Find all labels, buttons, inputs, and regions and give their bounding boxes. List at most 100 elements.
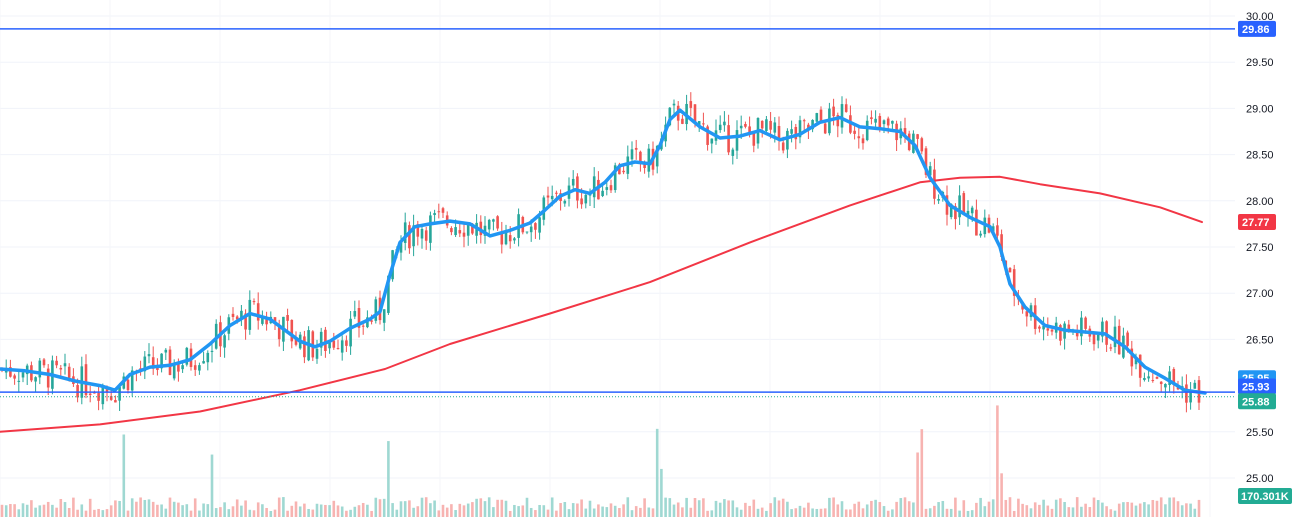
volume-bar [227, 509, 231, 517]
volume-bar [529, 507, 533, 517]
volume-badge: 170.301K [1238, 488, 1292, 504]
candle-body [571, 178, 575, 186]
candle-body [538, 217, 541, 233]
candle-body [739, 125, 743, 129]
candle-body [508, 235, 512, 242]
candle-body [303, 336, 306, 358]
volume-bar [408, 500, 411, 517]
candle-body [777, 126, 781, 141]
candle-body [1117, 325, 1121, 355]
candle-body [744, 123, 747, 127]
candle-body [286, 315, 289, 321]
volume-bar [874, 499, 877, 517]
volume-bar [1067, 507, 1071, 517]
candle-body [945, 195, 949, 215]
volume-bar [710, 510, 714, 517]
y-axis[interactable]: 30.00 29.50 29.00 28.50 28.00 27.50 27.00 26.50… [1238, 11, 1292, 504]
candle-body [504, 232, 508, 245]
volume-bar [0, 504, 4, 517]
volume-bar [403, 501, 407, 517]
volume-bar [592, 508, 596, 517]
candle-body [954, 206, 957, 220]
candle-body [399, 241, 403, 253]
volume-bar [1042, 499, 1045, 517]
candle-body [273, 317, 277, 324]
volume-bar [618, 508, 621, 517]
volume-bar [643, 498, 646, 517]
candle-body [412, 225, 415, 247]
volume-bar [487, 497, 491, 517]
volume-bar [114, 500, 117, 517]
volume-bar [51, 504, 54, 517]
volume-bar [416, 506, 420, 517]
volume-bar [1138, 503, 1142, 517]
candle-body [1101, 321, 1104, 337]
volume-bar [748, 505, 751, 517]
y-tick-label: 27.50 [1246, 242, 1274, 254]
volume-bar [970, 510, 974, 517]
volume-bar [168, 497, 172, 517]
volume-bar [895, 501, 898, 517]
candle-body [760, 120, 764, 129]
volume-bar [555, 510, 558, 517]
volume-bar [273, 509, 277, 517]
volume-bar [903, 497, 907, 517]
volume-bar [949, 508, 953, 517]
candle-body [815, 113, 819, 122]
candle-body [147, 354, 151, 357]
candle-body [433, 213, 436, 215]
price-line-badge: 29.86 [1238, 20, 1276, 37]
volume-bar [819, 508, 823, 517]
volume-bar [471, 502, 474, 517]
y-tick-label: 26.50 [1246, 334, 1274, 346]
candle-body [786, 130, 789, 150]
price-lines[interactable] [0, 28, 1235, 398]
svg-text:25.93: 25.93 [1242, 382, 1270, 394]
candle-body [185, 347, 189, 365]
candle-body [177, 361, 180, 372]
volume-bar [954, 497, 957, 517]
y-tick-label: 25.50 [1246, 427, 1274, 439]
candle-body [949, 203, 953, 218]
candle-body [420, 228, 424, 239]
candle-body [21, 372, 25, 378]
svg-text:25.88: 25.88 [1242, 396, 1270, 408]
volume-bar [811, 508, 814, 517]
candle-body [290, 319, 294, 342]
volume-bar [483, 501, 487, 517]
candle-body [819, 109, 823, 122]
last-price-badge: 25.88 [1238, 393, 1276, 410]
candle-body [920, 138, 924, 152]
slow-moving-average-line [0, 175, 1203, 433]
volume-bar [727, 500, 730, 517]
candle-body [811, 119, 814, 130]
candle-body [97, 393, 100, 401]
volume-bar [1075, 497, 1079, 517]
candle-body [9, 367, 12, 377]
volume-bar [1117, 503, 1121, 517]
volume-bar [303, 503, 306, 517]
candle-body [1113, 326, 1117, 348]
volume-bar [1008, 497, 1012, 517]
volume-bar [639, 507, 642, 517]
candle-body [769, 120, 772, 130]
candle-body [865, 120, 869, 141]
volume-bar [605, 507, 609, 517]
candle-body [231, 313, 235, 317]
volume-bar [857, 501, 861, 517]
candle-body [76, 385, 79, 398]
volume-bar [1151, 499, 1155, 517]
svg-text:27.77: 27.77 [1242, 217, 1270, 229]
candle-body [886, 118, 890, 126]
candle-body [466, 223, 470, 236]
volume-bar [676, 502, 680, 517]
volume-bar [9, 504, 12, 517]
candle-body [1025, 311, 1029, 317]
candle-body [870, 117, 873, 120]
volume-bar [702, 498, 705, 517]
candle-body [513, 238, 516, 241]
volume-bar [240, 505, 243, 517]
